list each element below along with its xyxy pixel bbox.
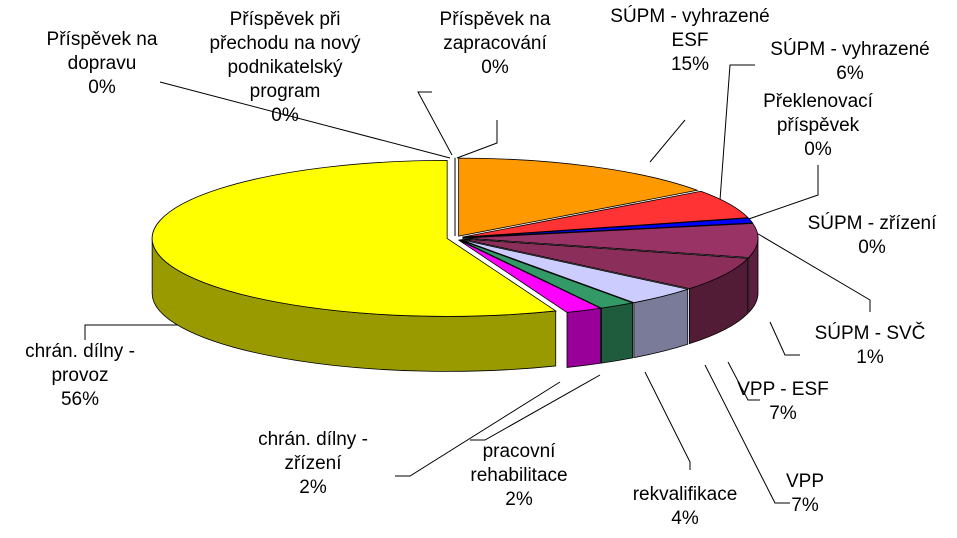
data-label: SÚPM - vyhrazené 6% bbox=[750, 38, 950, 86]
value-label: 15% bbox=[670, 54, 710, 75]
category-name: VPP - ESF bbox=[737, 379, 829, 400]
data-label: Příspěvek na dopravu 0% bbox=[27, 28, 177, 100]
slice bbox=[462, 223, 759, 258]
value-label: 7% bbox=[791, 495, 819, 516]
category-name: Příspěvek při přechodu na nový podnikate… bbox=[209, 9, 361, 102]
leader-line bbox=[649, 119, 686, 163]
category-name: chrán. dílny - zřízení bbox=[258, 429, 368, 474]
category-name: SÚPM - vyhrazené bbox=[770, 39, 930, 60]
category-name: SÚPM - vyhrazené ESF bbox=[610, 6, 770, 51]
category-name: SÚPM - SVČ bbox=[814, 323, 926, 344]
data-label: rekvalifikace 4% bbox=[610, 483, 760, 531]
leader-line bbox=[84, 324, 195, 340]
slice bbox=[459, 239, 635, 309]
leader-line bbox=[769, 321, 800, 356]
category-name: pracovní rehabilitace bbox=[470, 441, 568, 486]
data-label: Překlenovací příspěvek 0% bbox=[738, 90, 898, 162]
value-label: 6% bbox=[836, 63, 864, 84]
value-label: 56% bbox=[60, 389, 100, 410]
data-label: SÚPM - zřízení 0% bbox=[787, 212, 957, 260]
value-label: 0% bbox=[271, 105, 299, 126]
category-name: rekvalifikace bbox=[632, 484, 738, 505]
slice bbox=[462, 190, 749, 238]
value-label: 1% bbox=[856, 347, 884, 368]
value-label: 0% bbox=[481, 57, 509, 78]
value-label: 4% bbox=[671, 508, 699, 529]
leader-line bbox=[417, 91, 453, 156]
leader-line bbox=[470, 374, 601, 441]
data-label: VPP - ESF 7% bbox=[718, 378, 848, 426]
leader-line bbox=[719, 64, 755, 201]
slice bbox=[462, 217, 754, 238]
data-label: chrán. dílny - provoz 56% bbox=[0, 340, 160, 412]
slice bbox=[460, 239, 690, 304]
data-label: chrán. dílny - zřízení 2% bbox=[228, 428, 398, 500]
leader-line bbox=[739, 165, 819, 223]
value-label: 0% bbox=[88, 77, 116, 98]
category-name: chrán. dílny - provoz bbox=[25, 341, 135, 386]
category-name: Příspěvek na dopravu bbox=[46, 29, 158, 74]
value-label: 0% bbox=[858, 237, 886, 258]
slice bbox=[462, 238, 749, 290]
leader-line bbox=[644, 371, 691, 470]
leader-line bbox=[456, 120, 498, 159]
leader-line bbox=[747, 227, 871, 312]
slice-sides bbox=[151, 238, 759, 372]
slice-tops bbox=[151, 157, 759, 317]
data-label: pracovní rehabilitace 2% bbox=[444, 440, 594, 512]
data-label: SÚPM - SVČ 1% bbox=[795, 322, 945, 370]
data-label: SÚPM - vyhrazené ESF 15% bbox=[605, 5, 775, 77]
slice bbox=[151, 159, 557, 317]
slice bbox=[458, 239, 602, 313]
leader-line bbox=[395, 381, 561, 477]
category-name: Překlenovací příspěvek bbox=[763, 91, 873, 136]
slice-side bbox=[601, 302, 634, 364]
leader-line bbox=[704, 364, 790, 504]
leader-lines bbox=[84, 64, 871, 504]
category-name: VPP bbox=[785, 471, 825, 492]
data-label: Příspěvek na zapracování 0% bbox=[420, 8, 570, 80]
value-label: 0% bbox=[804, 139, 832, 160]
data-label: Příspěvek při přechodu na nový podnikate… bbox=[190, 8, 380, 128]
category-name: SÚPM - zřízení bbox=[807, 213, 937, 234]
category-name: Příspěvek na zapracování bbox=[439, 9, 551, 54]
value-label: 2% bbox=[299, 477, 327, 498]
value-label: 2% bbox=[505, 489, 533, 510]
slice bbox=[458, 157, 699, 237]
leader-line bbox=[159, 81, 451, 159]
leader-line bbox=[727, 361, 760, 401]
value-label: 7% bbox=[769, 403, 797, 424]
slice-side bbox=[566, 307, 601, 368]
data-label: VPP 7% bbox=[765, 470, 845, 518]
